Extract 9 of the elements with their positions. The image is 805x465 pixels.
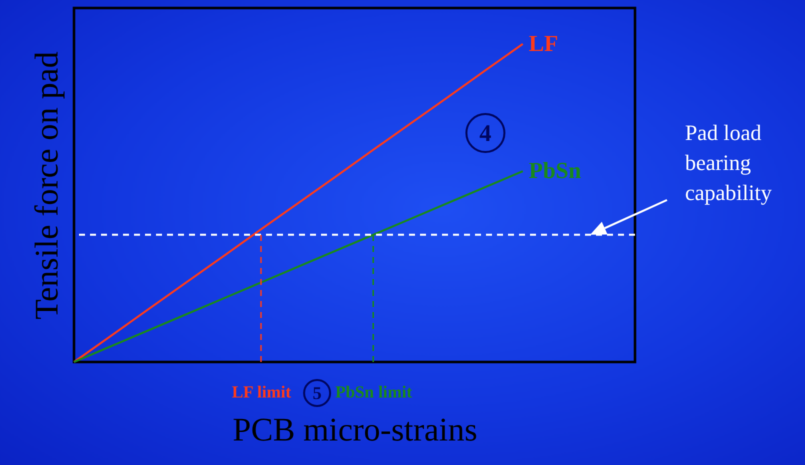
annotation: 4 — [479, 120, 492, 147]
x-tick-label: PbSn limit — [335, 382, 413, 402]
series-label: PbSn — [528, 158, 582, 184]
x-tick-label: LF limit — [232, 382, 292, 402]
x-axis-title: PCB micro-strains — [232, 412, 478, 448]
y-axis-title: Tensile force on pad — [30, 51, 66, 320]
series-label: LF — [528, 30, 558, 56]
ref-line-label: Pad load bearing capability — [685, 119, 773, 207]
text: 5 — [312, 383, 322, 403]
